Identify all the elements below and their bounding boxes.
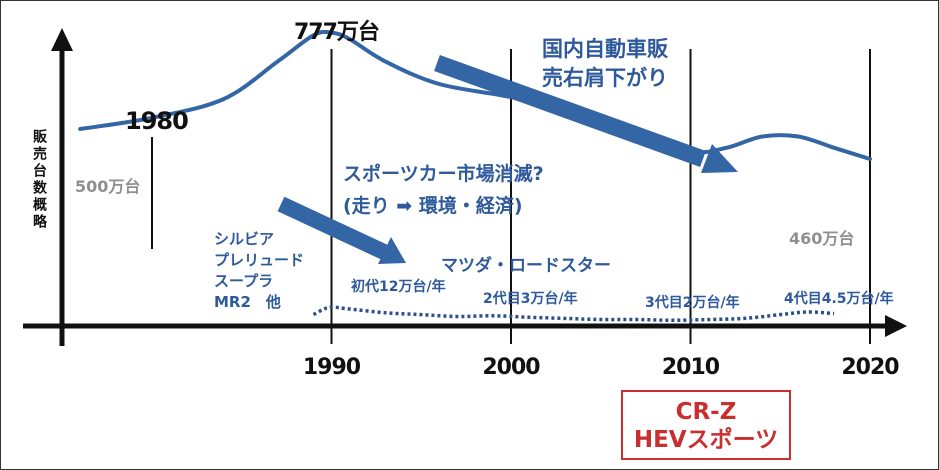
roadster-gen1-label: 初代12万台/年 — [351, 278, 446, 295]
crz-callout-subtitle: HEVスポーツ — [633, 427, 779, 453]
early-model-1: シルビア — [214, 230, 274, 248]
crz-callout: CR-Z HEVスポーツ — [621, 390, 791, 460]
roadster-gen2-label: 2代目3万台/年 — [483, 290, 578, 307]
x-tick-labels: 1990 2000 2010 2020 — [303, 355, 900, 380]
x-tick-label-2010: 2010 — [662, 355, 720, 380]
roadster-gen4-label: 4代目4.5万台/年 — [784, 290, 894, 307]
early-model-2: プレリュード — [214, 251, 304, 269]
peak-value-label: 777万台 — [294, 19, 379, 45]
early-model-4: MR2 他 — [214, 293, 281, 311]
decline-text-line2: 売右肩下がり — [542, 66, 668, 90]
domestic-sales-line — [78, 29, 872, 161]
start-value-label: 500万台 — [75, 177, 140, 196]
end-value-label: 460万台 — [789, 229, 854, 248]
sports-decline-line2: (走り ➡ 環境・経済) — [343, 194, 523, 217]
crz-callout-title: CR-Z — [675, 399, 737, 425]
sports-decline-arrow — [277, 196, 406, 264]
roadster-title: マツダ・ロードスター — [441, 255, 611, 276]
early-model-3: スープラ — [214, 272, 273, 290]
x-tick-label-2000: 2000 — [482, 355, 540, 380]
decline-trend-arrow — [434, 55, 738, 173]
roadster-sales-line — [312, 305, 835, 323]
y-axis-arrowhead — [51, 28, 73, 51]
roadster-gen3-label: 3代目2万台/年 — [645, 294, 740, 311]
x-tick-label-1990: 1990 — [303, 355, 361, 380]
year-1980-label: 1980 — [125, 107, 188, 135]
x-tick-label-2020: 2020 — [841, 355, 899, 380]
sports-decline-line1: スポーツカー市場消滅? — [343, 162, 544, 185]
decline-text-line1: 国内自動車販 — [542, 37, 669, 61]
y-axis-label: 販売台数概略 — [31, 128, 47, 231]
x-axis-arrowhead — [885, 315, 907, 337]
